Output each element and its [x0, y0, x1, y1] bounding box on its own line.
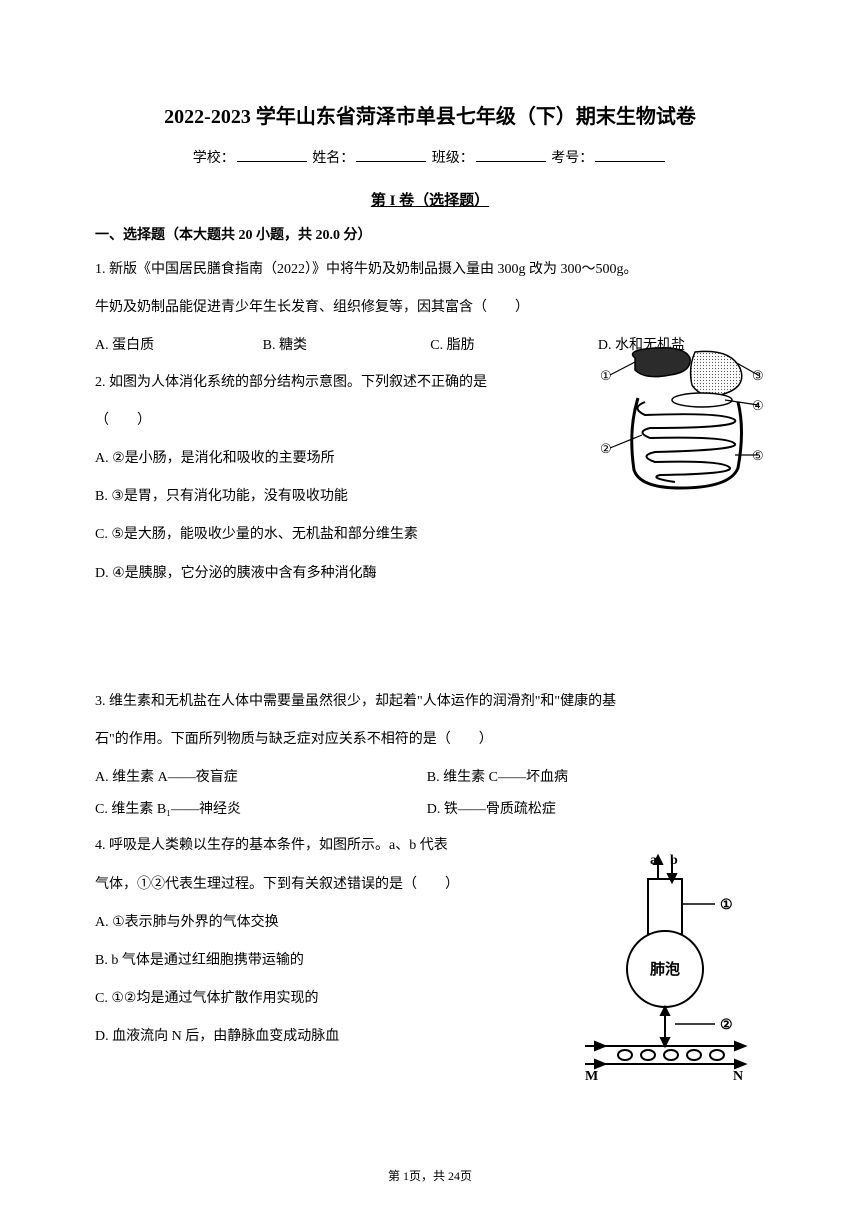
fig2-label-m: M [585, 1069, 598, 1084]
q2-opt-a: A. ②是小肠，是消化和吸收的主要场所 [95, 443, 565, 475]
fig2-label-n: N [733, 1069, 743, 1084]
class-label: 班级： [432, 151, 474, 166]
fig1-label-2: ② [600, 441, 612, 456]
fig1-label-4: ④ [752, 398, 764, 413]
q3-opt-d: D. 铁——骨质疏松症 [427, 794, 755, 826]
q3-stem1: 3. 维生素和无机盐在人体中需要量虽然很少，却起着"人体运作的润滑剂"和"健康的… [95, 686, 765, 718]
fig2-label-alveolus: 肺泡 [650, 960, 680, 978]
fig2-label-b: b [670, 854, 678, 868]
q3-opt-c: C. 维生素 B₁——神经炎 [95, 794, 423, 826]
q2-stem1: 2. 如图为人体消化系统的部分结构示意图。下列叙述不正确的是 [95, 367, 565, 399]
digestive-system-figure: ① ② ③ ④ ⑤ [600, 340, 765, 495]
fig2-label-two: ② [720, 1018, 733, 1033]
respiration-figure: a b ① ② 肺泡 M N [580, 854, 750, 1084]
fig1-label-1: ① [600, 368, 612, 383]
name-blank[interactable] [356, 161, 426, 162]
q4-opt-c: C. ①②均是通过气体扩散作用实现的 [95, 983, 565, 1015]
name-label: 姓名： [312, 151, 354, 166]
section-title: 第 I 卷（选择题） [95, 189, 765, 210]
class-blank[interactable] [476, 161, 546, 162]
q4-stem1: 4. 呼吸是人类赖以生存的基本条件，如图所示。a、b 代表 [95, 830, 565, 862]
q3-opt-a: A. 维生素 A——夜盲症 [95, 762, 423, 794]
examno-blank[interactable] [595, 161, 665, 162]
q2-opt-d: D. ④是胰腺，它分泌的胰液中含有多种消化酶 [95, 558, 565, 590]
fig2-label-one: ① [720, 898, 733, 913]
q1-stem2: 牛奶及奶制品能促进青少年生长发育、组织修复等，因其富含（ ） [95, 292, 765, 324]
q4-opt-d: D. 血液流向 N 后，由静脉血变成动脉血 [95, 1021, 565, 1053]
exam-title: 2022-2023 学年山东省菏泽市单县七年级（下）期末生物试卷 [95, 100, 765, 129]
question-3: 3. 维生素和无机盐在人体中需要量虽然很少，却起着"人体运作的润滑剂"和"健康的… [95, 686, 765, 827]
q1-opt-b: B. 糖类 [263, 330, 427, 362]
question-2: 2. 如图为人体消化系统的部分结构示意图。下列叙述不正确的是 （ ） A. ②是… [95, 367, 565, 590]
fig1-label-5: ⑤ [752, 448, 764, 463]
q2-opt-c: C. ⑤是大肠，能吸收少量的水、无机盐和部分维生素 [95, 519, 565, 551]
q3-options-1: A. 维生素 A——夜盲症 B. 维生素 C——坏血病 [95, 762, 765, 794]
school-label: 学校： [193, 151, 235, 166]
info-line: 学校： 姓名： 班级： 考号： [95, 147, 765, 167]
q4-opt-b: B. b 气体是通过红细胞携带运输的 [95, 945, 565, 977]
q3-opt-b: B. 维生素 C——坏血病 [427, 762, 755, 794]
q3-stem2: 石"的作用。下面所列物质与缺乏症对应关系不相符的是（ ） [95, 724, 765, 756]
question-4: 4. 呼吸是人类赖以生存的基本条件，如图所示。a、b 代表 气体，①②代表生理过… [95, 830, 565, 1053]
q1-opt-c: C. 脂肪 [430, 330, 594, 362]
q4-stem2: 气体，①②代表生理过程。下到有关叙述错误的是（ ） [95, 869, 565, 901]
fig2-label-a: a [650, 854, 657, 868]
school-blank[interactable] [237, 161, 307, 162]
q1-opt-a: A. 蛋白质 [95, 330, 259, 362]
fig1-label-3: ③ [752, 368, 764, 383]
page-footer: 第 1页，共 24页 [0, 1167, 860, 1184]
q1-stem1: 1. 新版《中国居民膳食指南（2022）》中将牛奶及奶制品摄入量由 300g 改… [95, 254, 765, 286]
q2-opt-b: B. ③是胃，只有消化功能，没有吸收功能 [95, 481, 565, 513]
examno-label: 考号： [551, 151, 593, 166]
q4-opt-a: A. ①表示肺与外界的气体交换 [95, 907, 565, 939]
q2-stem2: （ ） [95, 405, 565, 437]
q3-options-2: C. 维生素 B₁——神经炎 D. 铁——骨质疏松症 [95, 794, 765, 826]
subsection-title: 一、选择题（本大题共 20 小题，共 20.0 分） [95, 224, 765, 244]
